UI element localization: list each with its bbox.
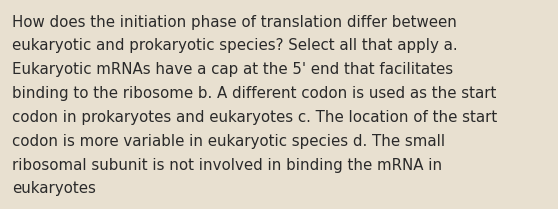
Text: codon is more variable in eukaryotic species d. The small: codon is more variable in eukaryotic spe… <box>12 134 445 149</box>
Text: binding to the ribosome b. A different codon is used as the start: binding to the ribosome b. A different c… <box>12 86 497 101</box>
Text: eukaryotic and prokaryotic species? Select all that apply a.: eukaryotic and prokaryotic species? Sele… <box>12 38 458 54</box>
Text: codon in prokaryotes and eukaryotes c. The location of the start: codon in prokaryotes and eukaryotes c. T… <box>12 110 498 125</box>
Text: ribosomal subunit is not involved in binding the mRNA in: ribosomal subunit is not involved in bin… <box>12 158 442 173</box>
Text: How does the initiation phase of translation differ between: How does the initiation phase of transla… <box>12 15 457 30</box>
Text: Eukaryotic mRNAs have a cap at the 5' end that facilitates: Eukaryotic mRNAs have a cap at the 5' en… <box>12 62 454 77</box>
Text: eukaryotes: eukaryotes <box>12 181 96 196</box>
